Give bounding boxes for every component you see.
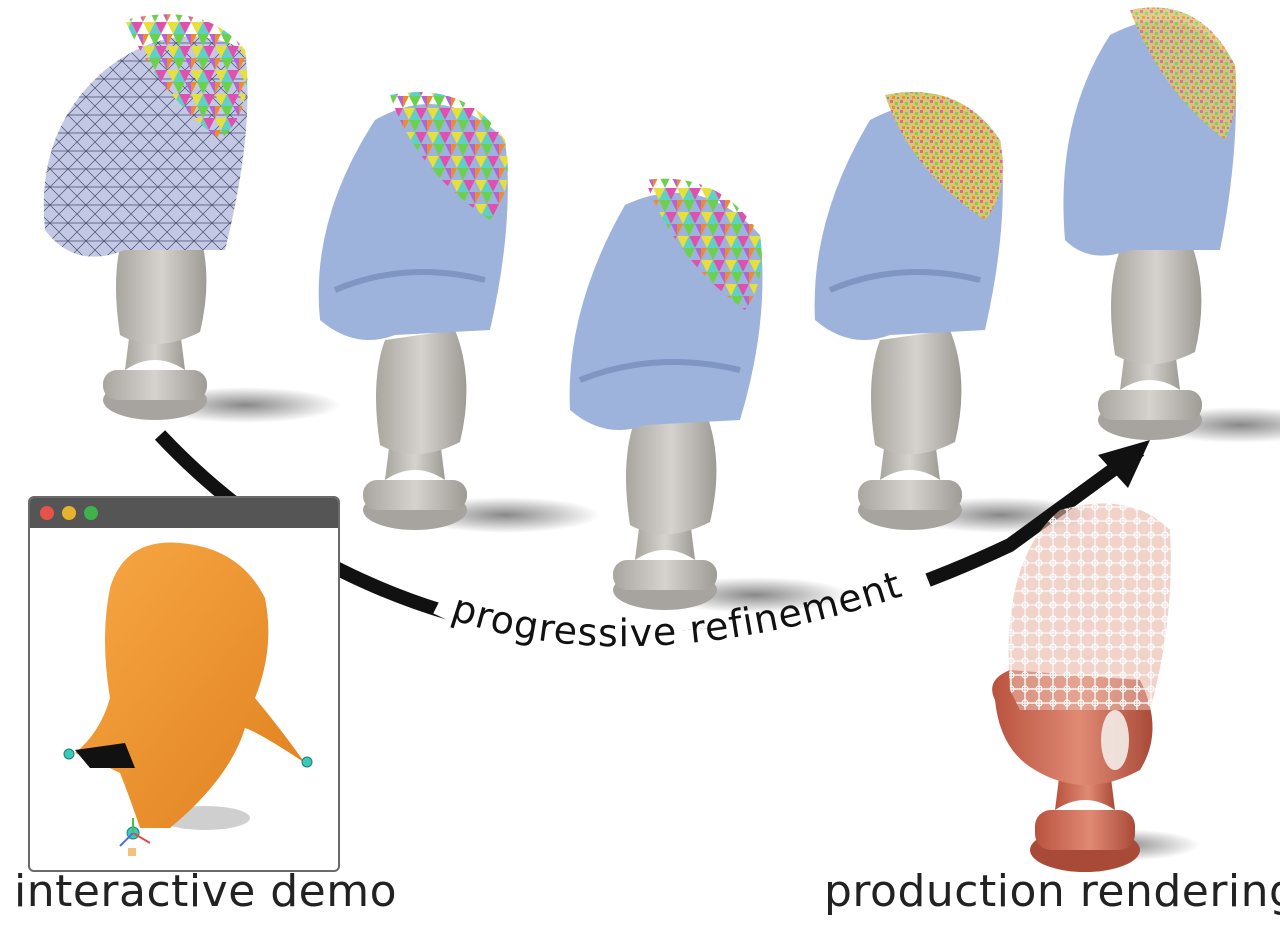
minimize-button-icon[interactable] xyxy=(62,506,76,520)
dark-fold xyxy=(75,743,135,768)
orange-cloth xyxy=(75,542,305,828)
caption-interactive-demo: interactive demo xyxy=(14,866,398,917)
production-render-bust xyxy=(992,503,1200,872)
caption-production-rendering: production rendering xyxy=(824,866,1280,917)
gizmo-axes-icon[interactable] xyxy=(119,818,151,856)
demo-window[interactable] xyxy=(28,496,340,872)
demo-viewport[interactable] xyxy=(30,528,338,870)
handle-left-icon[interactable] xyxy=(63,748,75,760)
cloth-bust-refine-4 xyxy=(1063,7,1280,443)
window-titlebar[interactable] xyxy=(30,498,338,528)
cloth-bust-refine-2 xyxy=(569,178,850,613)
cloth-bust-mesh xyxy=(43,14,340,423)
maximize-button-icon[interactable] xyxy=(84,506,98,520)
cloth-bust-refine-3 xyxy=(814,92,1095,533)
handle-right-icon[interactable] xyxy=(301,756,313,768)
close-button-icon[interactable] xyxy=(40,506,54,520)
cloth-bust-refine-1 xyxy=(318,92,600,533)
arrow-head-icon xyxy=(1098,440,1150,488)
